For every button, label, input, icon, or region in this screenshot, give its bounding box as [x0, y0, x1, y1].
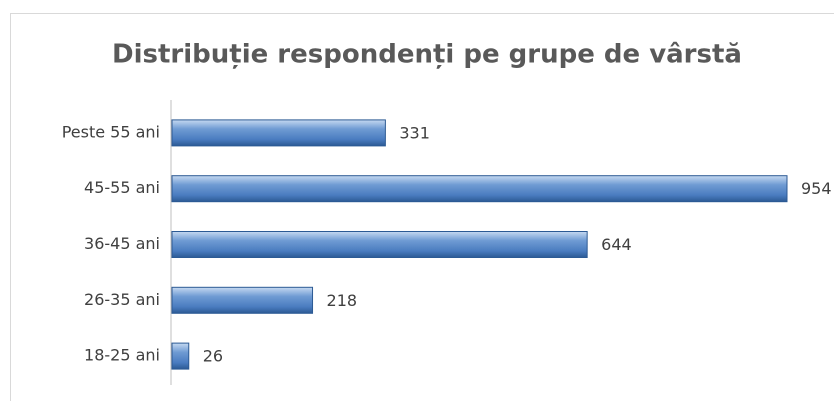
value-label: 26 — [203, 347, 223, 366]
value-label: 218 — [327, 291, 358, 310]
bar — [171, 175, 788, 203]
category-label: 18-25 ani — [84, 346, 160, 365]
chart-title: Distribuție respondenți pe grupe de vârs… — [112, 40, 742, 70]
bar — [171, 231, 588, 258]
value-label: 644 — [601, 235, 632, 254]
chart-border — [10, 13, 834, 401]
category-label: 26-35 ani — [84, 290, 160, 309]
bar — [171, 119, 386, 147]
bar — [171, 286, 314, 314]
value-label: 331 — [399, 123, 430, 142]
bar — [171, 342, 190, 370]
category-label: 45-55 ani — [84, 178, 160, 197]
category-label: Peste 55 ani — [62, 122, 160, 141]
value-label: 954 — [801, 179, 832, 198]
category-label: 36-45 ani — [84, 234, 160, 253]
